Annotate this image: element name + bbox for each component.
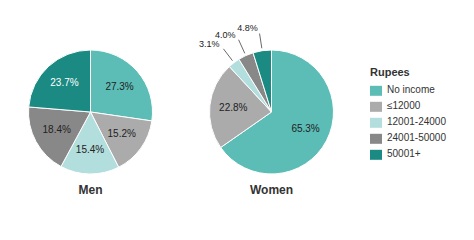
legend: Rupees No income ≤12000 12001-24000 24001-50… (370, 66, 446, 160)
data-label: 18.4% (43, 124, 71, 135)
data-label: 4.0% (215, 30, 236, 40)
pie-slice (29, 107, 91, 167)
legend-swatch (370, 118, 382, 128)
data-label: 23.7% (50, 77, 78, 88)
pie-slice (91, 50, 153, 121)
data-label: 65.3% (291, 123, 319, 134)
leader-line (260, 34, 262, 49)
leader-line (223, 49, 232, 61)
data-label: 15.2% (108, 128, 136, 139)
pie: 65.3% 22.8% 3.1%4.0%4.8% (199, 23, 334, 174)
leader-line (239, 40, 245, 54)
legend-title: Rupees (370, 66, 410, 78)
legend-swatch (370, 102, 382, 112)
data-label: 3.1% (199, 39, 220, 49)
data-label: 27.3% (105, 80, 133, 91)
pie-slice (253, 50, 271, 112)
pie-slice (29, 50, 91, 112)
legend-label: 12001-24000 (387, 116, 446, 127)
legend-label: No income (387, 84, 435, 95)
pie-title: Women (250, 183, 293, 197)
legend-swatch (370, 150, 382, 160)
pie: 27.3% 15.2% 15.4% 18.4% 23.7% (29, 50, 153, 174)
data-label: 4.8% (237, 23, 258, 33)
data-label: 22.8% (219, 102, 247, 113)
legend-label: ≤12000 (387, 100, 421, 111)
legend-label: 50001+ (387, 148, 421, 159)
legend-label: 24001-50000 (387, 132, 446, 143)
legend-swatch (370, 86, 382, 96)
chart: 27.3% 15.2% 15.4% 18.4% 23.7% Men 65.3% 22.8% 3.… (0, 0, 474, 240)
legend-swatch (370, 134, 382, 144)
data-label: 15.4% (76, 144, 104, 155)
pie-title: Men (79, 183, 103, 197)
